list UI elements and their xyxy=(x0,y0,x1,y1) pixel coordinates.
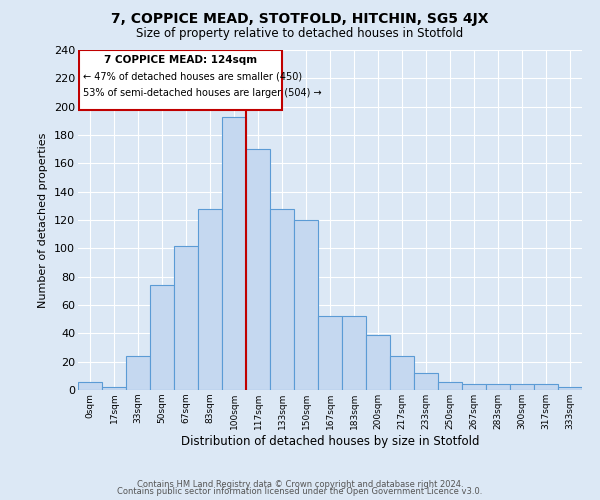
Bar xyxy=(342,316,366,390)
Text: Size of property relative to detached houses in Stotfold: Size of property relative to detached ho… xyxy=(136,28,464,40)
Bar xyxy=(390,356,414,390)
Bar xyxy=(78,382,102,390)
Bar xyxy=(462,384,486,390)
Text: 7, COPPICE MEAD, STOTFOLD, HITCHIN, SG5 4JX: 7, COPPICE MEAD, STOTFOLD, HITCHIN, SG5 … xyxy=(111,12,489,26)
Text: Contains public sector information licensed under the Open Government Licence v3: Contains public sector information licen… xyxy=(118,487,482,496)
Bar xyxy=(246,149,270,390)
Bar xyxy=(222,116,246,390)
Text: Contains HM Land Registry data © Crown copyright and database right 2024.: Contains HM Land Registry data © Crown c… xyxy=(137,480,463,489)
Bar xyxy=(510,384,534,390)
Bar xyxy=(558,387,582,390)
Bar xyxy=(294,220,318,390)
Bar xyxy=(102,387,126,390)
Bar xyxy=(150,285,174,390)
Y-axis label: Number of detached properties: Number of detached properties xyxy=(38,132,49,308)
Bar xyxy=(270,208,294,390)
Bar xyxy=(126,356,150,390)
Text: ← 47% of detached houses are smaller (450): ← 47% of detached houses are smaller (45… xyxy=(83,72,302,82)
Text: 7 COPPICE MEAD: 124sqm: 7 COPPICE MEAD: 124sqm xyxy=(104,55,257,65)
X-axis label: Distribution of detached houses by size in Stotfold: Distribution of detached houses by size … xyxy=(181,434,479,448)
Bar xyxy=(366,335,390,390)
Bar xyxy=(198,208,222,390)
Bar xyxy=(486,384,510,390)
Bar xyxy=(79,50,282,110)
Bar xyxy=(318,316,342,390)
Bar xyxy=(174,246,198,390)
Bar xyxy=(438,382,462,390)
Bar xyxy=(534,384,558,390)
Text: 53% of semi-detached houses are larger (504) →: 53% of semi-detached houses are larger (… xyxy=(83,88,322,98)
Bar xyxy=(414,373,438,390)
